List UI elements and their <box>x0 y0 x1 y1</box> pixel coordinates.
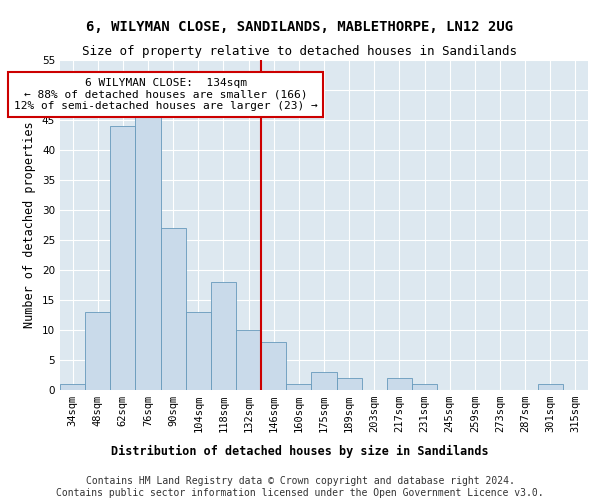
Bar <box>110 126 136 390</box>
Bar <box>60 384 85 390</box>
Bar <box>261 342 286 390</box>
Bar <box>136 114 161 390</box>
Bar <box>286 384 311 390</box>
Bar <box>412 384 437 390</box>
Bar <box>236 330 261 390</box>
Bar <box>211 282 236 390</box>
Bar <box>387 378 412 390</box>
Text: 6, WILYMAN CLOSE, SANDILANDS, MABLETHORPE, LN12 2UG: 6, WILYMAN CLOSE, SANDILANDS, MABLETHORP… <box>86 20 514 34</box>
Bar <box>538 384 563 390</box>
Bar <box>85 312 110 390</box>
Bar <box>186 312 211 390</box>
Bar <box>311 372 337 390</box>
Y-axis label: Number of detached properties: Number of detached properties <box>23 122 37 328</box>
Bar <box>337 378 362 390</box>
Text: Size of property relative to detached houses in Sandilands: Size of property relative to detached ho… <box>83 45 517 58</box>
Text: 6 WILYMAN CLOSE:  134sqm
← 88% of detached houses are smaller (166)
12% of semi-: 6 WILYMAN CLOSE: 134sqm ← 88% of detache… <box>14 78 317 111</box>
Bar <box>161 228 186 390</box>
Text: Contains HM Land Registry data © Crown copyright and database right 2024.
Contai: Contains HM Land Registry data © Crown c… <box>56 476 544 498</box>
Text: Distribution of detached houses by size in Sandilands: Distribution of detached houses by size … <box>111 445 489 458</box>
